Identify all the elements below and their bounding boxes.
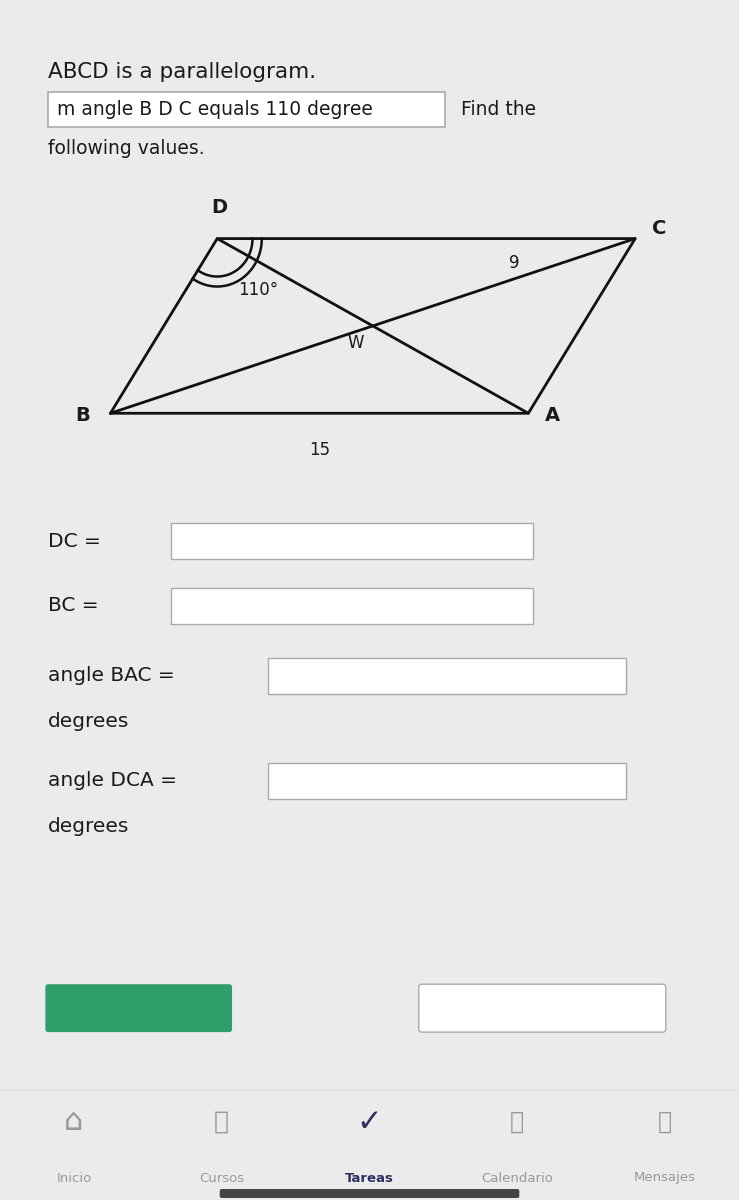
Text: Mensajes: Mensajes xyxy=(634,1171,696,1184)
Text: 15: 15 xyxy=(309,442,330,460)
FancyBboxPatch shape xyxy=(268,763,626,798)
Text: degrees: degrees xyxy=(48,712,129,731)
FancyBboxPatch shape xyxy=(268,658,626,694)
FancyBboxPatch shape xyxy=(419,984,666,1032)
FancyBboxPatch shape xyxy=(45,984,232,1032)
FancyBboxPatch shape xyxy=(171,588,533,624)
Text: C: C xyxy=(652,220,667,238)
FancyBboxPatch shape xyxy=(171,523,533,559)
Text: Cursos: Cursos xyxy=(199,1171,245,1184)
Text: 📅: 📅 xyxy=(510,1110,525,1134)
Text: 110°: 110° xyxy=(238,281,278,299)
Text: degrees: degrees xyxy=(48,816,129,835)
Text: angle BAC =: angle BAC = xyxy=(48,666,175,685)
FancyBboxPatch shape xyxy=(48,92,445,127)
Text: B: B xyxy=(75,406,90,425)
Text: A: A xyxy=(545,406,560,425)
Text: ✓: ✓ xyxy=(357,1108,382,1136)
Text: Inicio: Inicio xyxy=(56,1171,92,1184)
Text: Find the: Find the xyxy=(461,100,537,119)
FancyBboxPatch shape xyxy=(219,1189,520,1198)
Text: W: W xyxy=(348,334,364,352)
Text: Tareas: Tareas xyxy=(345,1171,394,1184)
Text: DC =: DC = xyxy=(48,532,101,551)
Text: ⌂: ⌂ xyxy=(64,1108,84,1136)
Text: angle DCA =: angle DCA = xyxy=(48,772,177,790)
Text: 💬: 💬 xyxy=(658,1110,672,1134)
Text: BC =: BC = xyxy=(48,596,99,616)
Text: D: D xyxy=(211,198,227,217)
Text: m angle B D C equals 110 degree: m angle B D C equals 110 degree xyxy=(58,100,373,119)
Text: Calendario: Calendario xyxy=(481,1171,554,1184)
Text: 🎓: 🎓 xyxy=(214,1110,229,1134)
Text: 9: 9 xyxy=(508,254,519,272)
Text: ABCD is a parallelogram.: ABCD is a parallelogram. xyxy=(48,62,316,82)
Text: following values.: following values. xyxy=(48,139,205,157)
